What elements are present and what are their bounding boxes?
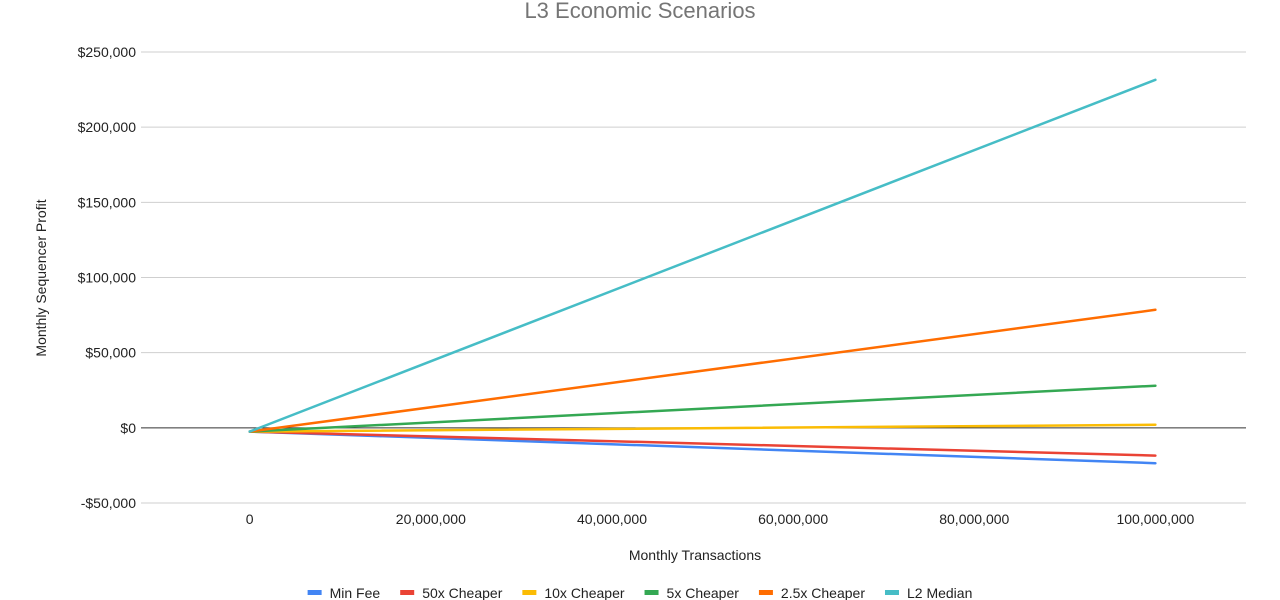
x-tick-label: 40,000,000 xyxy=(577,511,647,527)
x-tick-label: 20,000,000 xyxy=(396,511,466,527)
legend-swatch xyxy=(758,590,773,595)
y-tick-label: $50,000 xyxy=(85,345,136,361)
y-tick-label: $100,000 xyxy=(78,270,137,286)
legend-label: L2 Median xyxy=(907,585,972,600)
x-tick-label: 60,000,000 xyxy=(758,511,828,527)
legend-item: 2.5x Cheaper xyxy=(758,585,865,600)
legend-swatch xyxy=(884,590,899,595)
y-axis-ticks: -$50,000 $0 $50,000 $100,000 $150,000 $200,00… xyxy=(78,44,137,511)
y-tick-label: $250,000 xyxy=(78,44,137,60)
chart-title: L3 Economic Scenarios xyxy=(524,0,755,23)
legend-item: 50x Cheaper xyxy=(400,585,503,600)
x-axis-label: Monthly Transactions xyxy=(629,547,761,563)
series-line-10x-cheaper xyxy=(248,423,1157,433)
legend-swatch xyxy=(307,590,322,595)
x-tick-label: 80,000,000 xyxy=(939,511,1009,527)
y-tick-label: -$50,000 xyxy=(81,495,136,511)
gridlines xyxy=(141,51,1246,504)
legend-item: 5x Cheaper xyxy=(644,585,740,600)
series-line-50x-cheaper xyxy=(248,430,1157,457)
series-line-2-5x-cheaper xyxy=(248,308,1157,433)
series-lines xyxy=(248,78,1157,465)
legend-label: 2.5x Cheaper xyxy=(781,585,865,600)
x-axis-ticks: 0 20,000,000 40,000,000 60,000,000 80,000,00… xyxy=(246,511,1195,527)
y-tick-label: $150,000 xyxy=(78,194,137,210)
y-axis-label: Monthly Sequencer Profit xyxy=(33,199,49,356)
series-line-l2-median xyxy=(248,78,1157,433)
legend-swatch xyxy=(644,590,659,595)
legend-swatch xyxy=(400,590,415,595)
legend-label: Min Fee xyxy=(330,585,381,600)
y-tick-label: $200,000 xyxy=(78,119,137,135)
series-line-min-fee xyxy=(248,430,1157,465)
series-line-5x-cheaper xyxy=(248,384,1157,433)
legend-label: 5x Cheaper xyxy=(667,585,740,600)
legend-swatch xyxy=(522,590,537,595)
legend-label: 50x Cheaper xyxy=(422,585,503,600)
x-tick-label: 0 xyxy=(246,511,254,527)
x-tick-label: 100,000,000 xyxy=(1116,511,1194,527)
legend-item: L2 Median xyxy=(884,585,972,600)
legend-label: 10x Cheaper xyxy=(544,585,625,600)
y-tick-label: $0 xyxy=(120,420,136,436)
legend-item: 10x Cheaper xyxy=(522,585,625,600)
legend-item: Min Fee xyxy=(307,585,381,600)
legend: Min Fee 50x Cheaper 10x Cheaper 5x Cheaper 2… xyxy=(307,585,972,600)
